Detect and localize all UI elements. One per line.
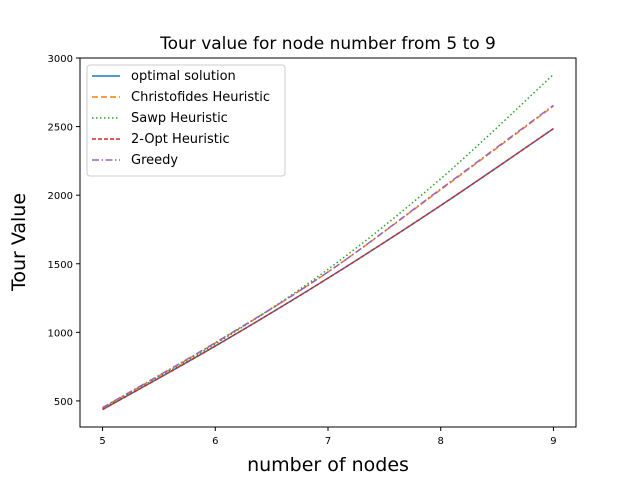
legend-label: Christofides Heuristic [131, 90, 270, 105]
x-tick-label: 6 [212, 436, 218, 447]
x-axis-label: number of nodes [247, 454, 409, 476]
series-line-4 [102, 104, 554, 409]
chart-title: Tour value for node number from 5 to 9 [159, 34, 496, 54]
legend-label: Sawp Heuristic [131, 111, 228, 126]
series-layer [102, 73, 554, 411]
y-tick-label: 1000 [48, 328, 73, 339]
y-axis-label: Tour Value [8, 193, 30, 292]
y-tick-label: 2500 [48, 123, 73, 134]
y-tick-label: 3000 [48, 54, 73, 65]
y-axis: 500 1000 1500 2000 2500 3000 [48, 54, 80, 408]
y-tick-label: 500 [54, 397, 73, 408]
legend-label: Greedy [131, 153, 178, 168]
x-axis: 5 6 7 8 9 [99, 427, 557, 447]
x-tick-label: 5 [99, 436, 105, 447]
legend: optimal solution Christofides Heuristic Sa… [86, 64, 286, 177]
series-line-2 [102, 73, 554, 410]
legend-label: optimal solution [131, 69, 236, 84]
y-tick-label: 2000 [48, 191, 73, 202]
x-tick-label: 7 [325, 436, 331, 447]
x-tick-label: 9 [550, 436, 556, 447]
y-tick-label: 1500 [48, 260, 73, 271]
legend-label: 2-Opt Heuristic [131, 132, 230, 147]
series-line-3 [102, 128, 554, 411]
x-tick-label: 8 [438, 436, 444, 447]
legend-box [86, 64, 286, 177]
